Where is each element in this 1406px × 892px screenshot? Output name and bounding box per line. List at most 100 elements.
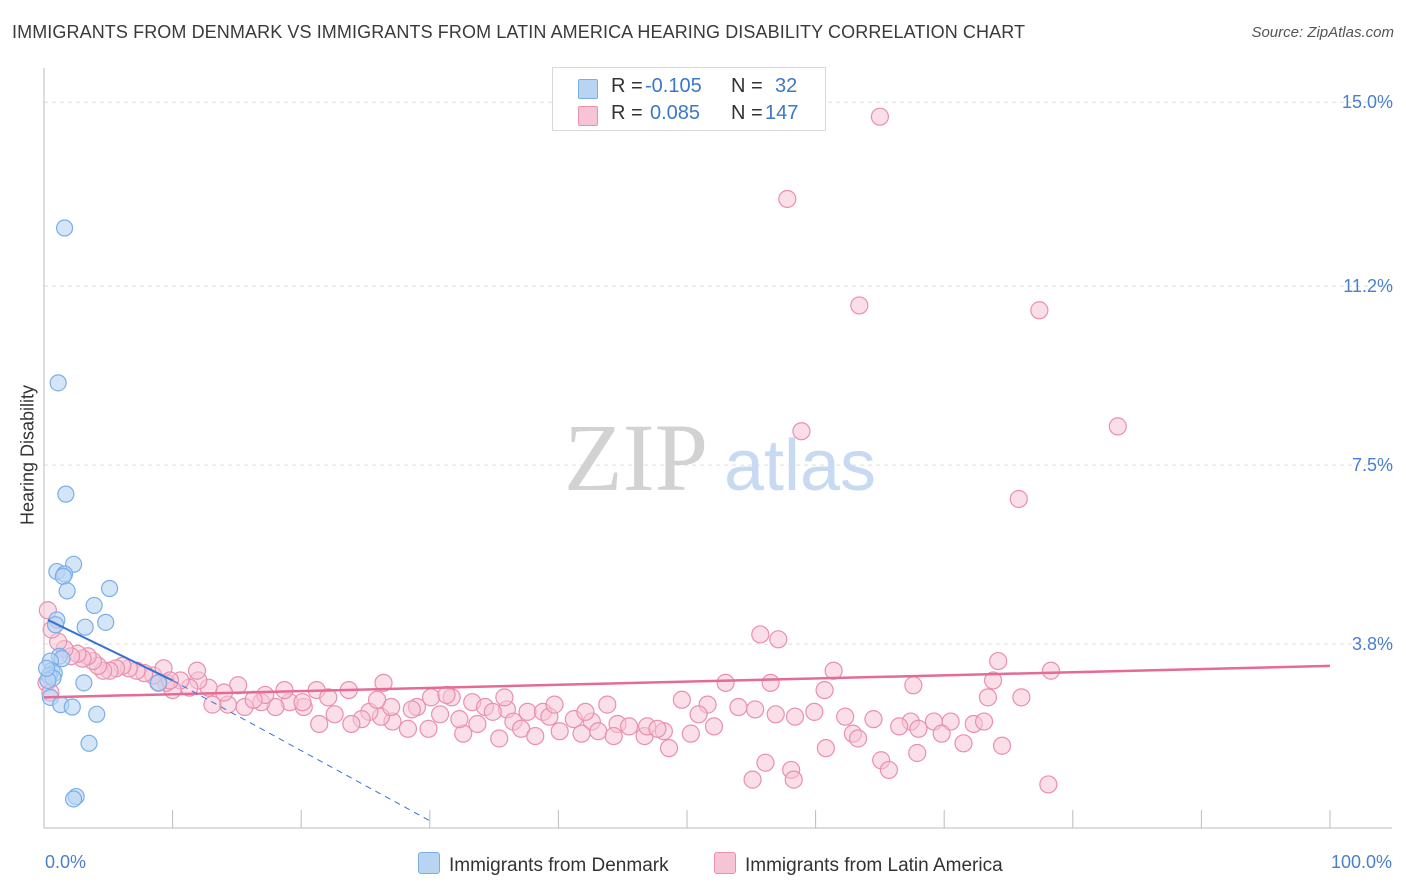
- latin-america-point: [495, 688, 514, 707]
- denmark-point: [37, 659, 56, 677]
- latin-america-point: [450, 710, 469, 729]
- latin-america-point: [792, 422, 811, 441]
- legend-n-label: N =: [731, 75, 763, 97]
- latin-america-point: [468, 714, 487, 734]
- latin-america-point: [992, 736, 1012, 755]
- latin-america-point: [648, 719, 667, 738]
- correlation-legend: R = -0.105 N = 32 R = 0.085 N = 147: [552, 67, 826, 131]
- legend-item-latin-america[interactable]: Immigrants from Latin America: [714, 852, 1003, 877]
- legend-r-value: -0.105: [645, 75, 702, 97]
- latin-america-point: [978, 688, 998, 707]
- latin-america-point: [604, 726, 623, 746]
- chart-title: IMMIGRANTS FROM DENMARK VS IMMIGRANTS FR…: [12, 22, 1026, 42]
- latin-america-point: [589, 722, 608, 741]
- latin-america-point: [743, 770, 762, 789]
- latin-america-point: [620, 717, 639, 736]
- latin-america-point: [598, 695, 617, 714]
- latin-america-point: [512, 719, 531, 738]
- x-tick-max: 100.0%: [1330, 852, 1392, 872]
- latin-america-point: [1041, 661, 1061, 680]
- latin-america-point: [1009, 489, 1028, 509]
- latin-america-point: [909, 719, 928, 738]
- latin-america-point: [319, 688, 338, 707]
- latin-america-point: [1030, 301, 1049, 320]
- denmark-trend-extension: [172, 679, 431, 822]
- latin-america-point: [681, 724, 700, 743]
- latin-america-point: [785, 707, 805, 726]
- latin-america-point: [766, 705, 785, 724]
- trend-lines: [43, 619, 1331, 822]
- legend-row-latin-america: R = 0.085 N = 147: [553, 102, 825, 128]
- latin-america-point: [704, 717, 724, 736]
- latin-america-point: [545, 695, 564, 714]
- legend-r-label: R =: [611, 102, 643, 124]
- latin-america-point: [908, 743, 927, 763]
- latin-america-point: [805, 702, 824, 721]
- latin-america-point: [325, 705, 344, 724]
- latin-america-point: [430, 705, 450, 724]
- latin-america-point: [761, 673, 780, 692]
- latin-america-point: [848, 729, 868, 748]
- denmark-points: [37, 219, 168, 808]
- latin-america-point: [879, 760, 899, 780]
- source-label: Source: ZipAtlas.com: [1251, 24, 1394, 41]
- y-tick-label: 7.5%: [1352, 455, 1393, 475]
- latin-america-point: [890, 717, 909, 736]
- gridlines: [44, 101, 1392, 645]
- latin-america-point: [374, 673, 393, 692]
- legend-row-denmark: R = -0.105 N = 32: [553, 75, 825, 101]
- latin-america-point: [954, 734, 973, 753]
- latin-america-point: [490, 729, 509, 748]
- latin-america-point: [778, 189, 797, 209]
- y-tick-label: 11.2%: [1343, 276, 1393, 296]
- denmark-point: [49, 374, 67, 392]
- denmark-point: [58, 582, 76, 600]
- legend-item-denmark[interactable]: Immigrants from Denmark: [418, 852, 669, 877]
- latin-america-swatch: [578, 106, 598, 126]
- denmark-point: [57, 485, 75, 503]
- latin-america-point: [1039, 775, 1058, 794]
- latin-america-point: [751, 625, 770, 644]
- latin-america-point: [729, 697, 748, 717]
- denmark-trend-line: [47, 619, 174, 682]
- latin-america-point: [689, 705, 708, 724]
- denmark-point: [54, 567, 72, 585]
- legend-label-latin-america: Immigrants from Latin America: [745, 855, 1003, 876]
- latin-america-point: [941, 712, 960, 731]
- latin-america-point: [1108, 417, 1127, 436]
- denmark-point: [85, 596, 103, 615]
- denmark-point: [88, 705, 106, 723]
- latin-america-point: [974, 712, 994, 731]
- latin-america-point: [850, 296, 869, 315]
- latin-america-swatch: [714, 852, 736, 874]
- latin-america-point: [659, 739, 679, 758]
- latin-america-point: [572, 724, 591, 743]
- latin-america-point: [367, 690, 387, 709]
- latin-america-point: [716, 673, 735, 692]
- latin-america-point: [784, 770, 803, 789]
- latin-america-point: [904, 676, 923, 695]
- denmark-point: [55, 219, 74, 237]
- latin-america-point: [437, 685, 456, 705]
- y-tick-label: 3.8%: [1352, 634, 1393, 654]
- denmark-swatch: [578, 79, 598, 99]
- latin-america-point: [244, 690, 263, 709]
- legend-n-value: 32: [775, 75, 798, 97]
- y-tick-label: 15.0%: [1342, 92, 1393, 112]
- latin-america-point: [816, 739, 835, 758]
- y-tick-labels: 3.8% 7.5% 11.2% 15.0%: [1342, 92, 1393, 654]
- latin-america-point: [836, 707, 855, 726]
- latin-america-point: [550, 722, 569, 741]
- latin-america-trend-line: [43, 664, 1331, 699]
- legend-n-label: N =: [731, 102, 763, 124]
- latin-america-point: [342, 714, 361, 734]
- latin-america-point: [398, 719, 418, 738]
- denmark-point: [80, 734, 98, 752]
- denmark-point: [63, 698, 81, 716]
- latin-america-point: [187, 661, 207, 680]
- latin-america-point: [421, 688, 441, 707]
- latin-america-point: [746, 700, 765, 719]
- latin-america-point: [815, 680, 834, 700]
- latin-america-point: [756, 753, 775, 772]
